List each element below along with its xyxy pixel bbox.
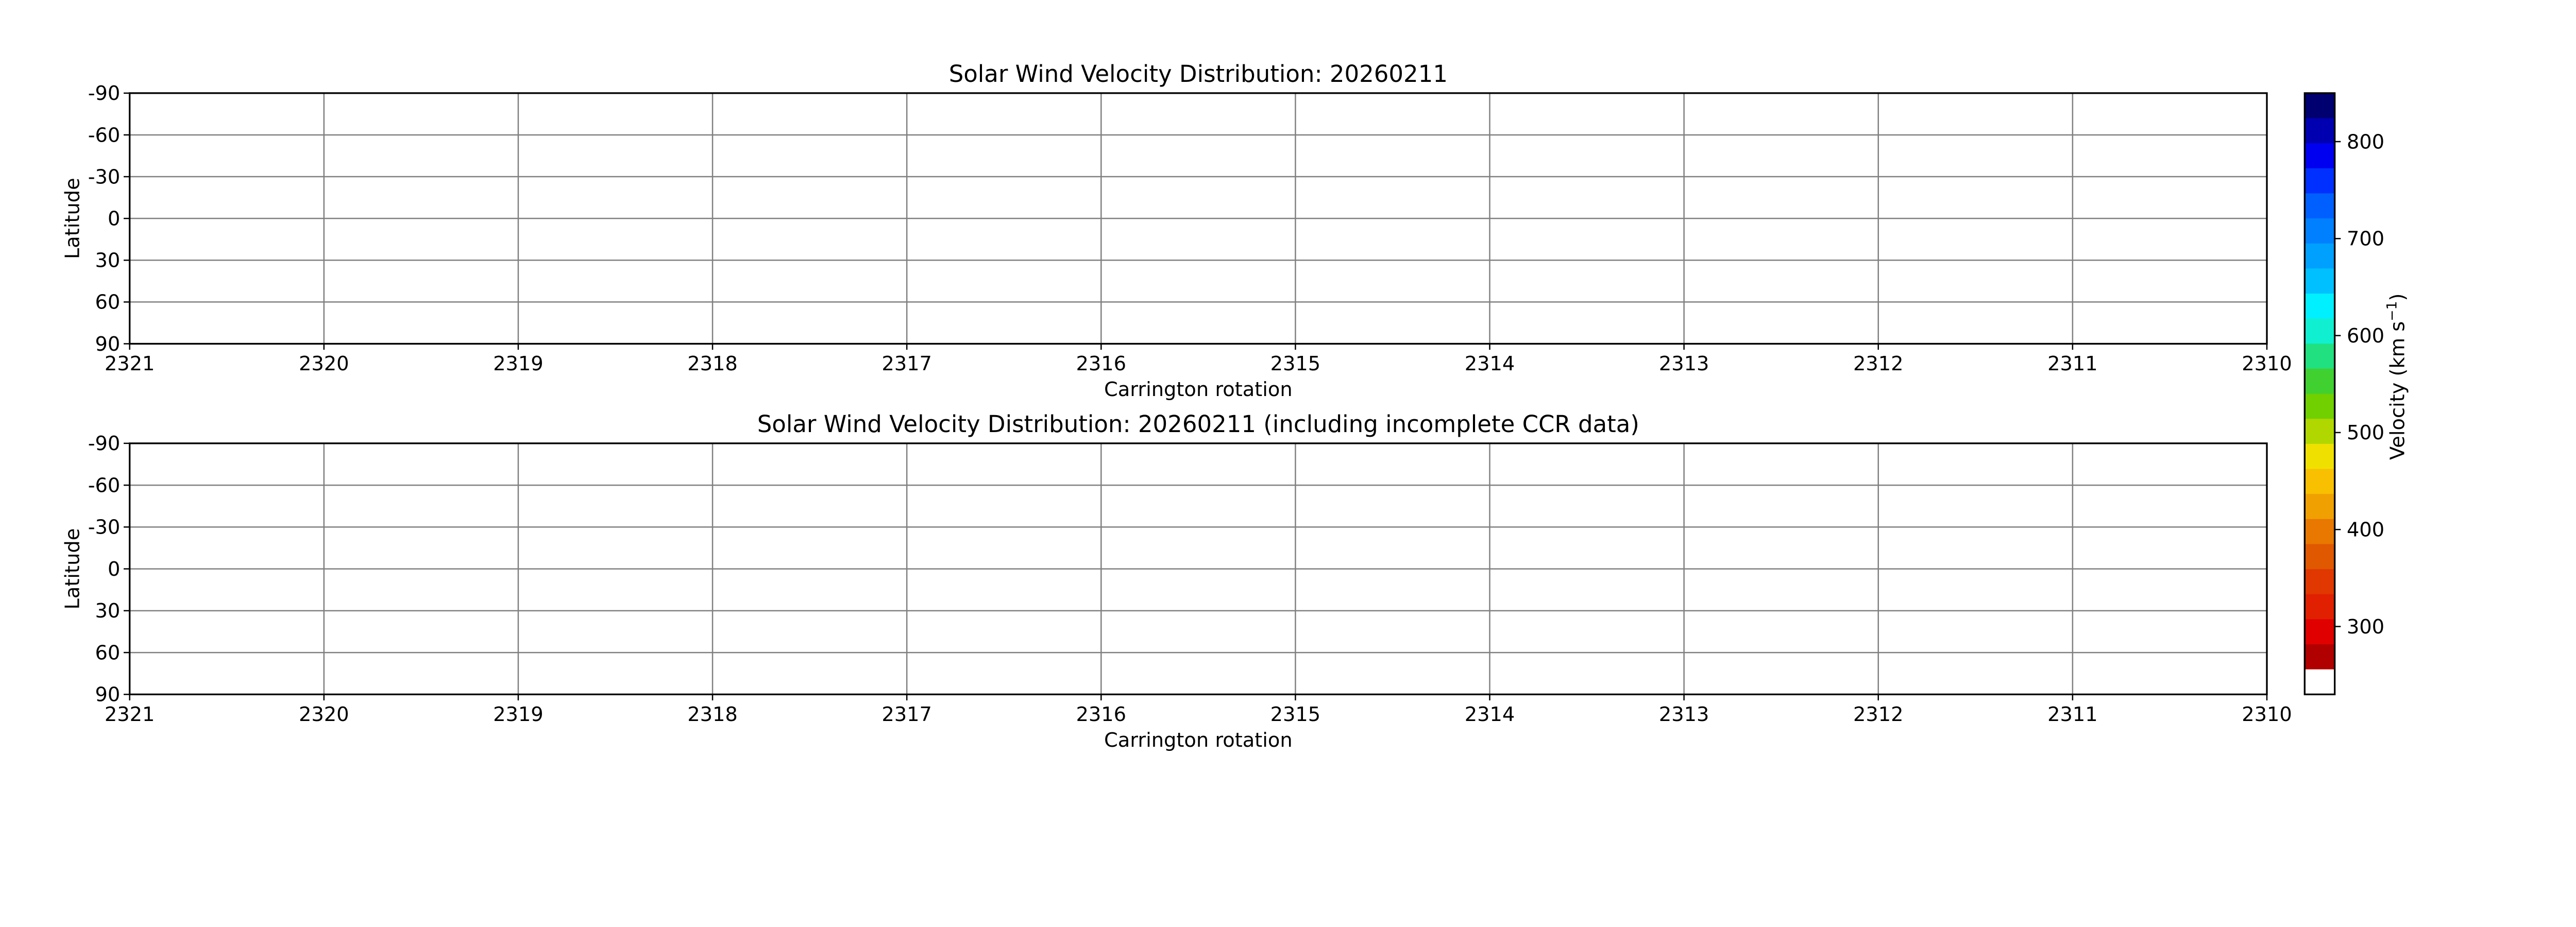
colorbar-band <box>2304 419 2335 444</box>
x-axis-label: Carrington rotation <box>1104 729 1293 752</box>
plot-frame <box>129 92 2268 345</box>
y-tick-label: 30 <box>95 249 121 272</box>
colorbar-frame <box>2303 92 2336 695</box>
colorbar-band <box>2304 519 2335 544</box>
x-tick-label: 2317 <box>882 352 932 375</box>
colorbar-tick-label: 800 <box>2347 130 2384 153</box>
y-tick-label: -90 <box>88 82 121 105</box>
y-tick-label: -30 <box>88 516 121 539</box>
colorbar-band <box>2304 268 2335 294</box>
colorbar-label-text: Velocity (km s <box>2386 321 2410 460</box>
x-tick-label: 2320 <box>299 352 349 375</box>
x-tick-label: 2313 <box>1659 352 1709 375</box>
x-tick-label: 2313 <box>1659 703 1709 726</box>
y-tick-label: -90 <box>88 432 121 455</box>
y-tick-label: 60 <box>95 641 121 664</box>
colorbar-band <box>2304 644 2335 670</box>
x-tick-label: 2318 <box>687 703 738 726</box>
colorbar-tick-label: 600 <box>2347 324 2384 348</box>
y-tick-label: 60 <box>95 291 121 314</box>
colorbar-label-end: ) <box>2386 294 2410 301</box>
colorbar-band <box>2304 243 2335 269</box>
colorbar-band <box>2304 443 2335 469</box>
colorbar-band <box>2304 294 2335 319</box>
y-tick-label: -60 <box>88 124 121 147</box>
x-tick-label: 2311 <box>2047 352 2098 375</box>
x-tick-label: 2319 <box>493 352 544 375</box>
x-tick-label: 2318 <box>687 352 738 375</box>
x-tick-label: 2321 <box>105 352 155 375</box>
x-tick-label: 2321 <box>105 703 155 726</box>
colorbar-tick-label: 500 <box>2347 421 2384 444</box>
y-axis-label: Latitude <box>61 178 84 259</box>
x-tick-label: 2311 <box>2047 703 2098 726</box>
colorbar-label: Velocity (km s−1) <box>2384 294 2410 460</box>
x-tick-label: 2310 <box>2242 352 2292 375</box>
colorbar-band <box>2304 569 2335 595</box>
x-tick-label: 2319 <box>493 703 544 726</box>
colorbar-label-superscript: −1 <box>2384 301 2400 321</box>
colorbar-band <box>2304 168 2335 194</box>
y-tick-label: 0 <box>108 558 120 581</box>
colorbar-band <box>2304 594 2335 620</box>
y-axis-label: Latitude <box>61 528 84 610</box>
chart-title: Solar Wind Velocity Distribution: 202602… <box>757 410 1639 438</box>
colorbar-band <box>2304 619 2335 645</box>
y-tick-label: 90 <box>95 683 121 707</box>
x-tick-label: 2316 <box>1076 352 1126 375</box>
x-tick-label: 2320 <box>299 703 349 726</box>
x-tick-label: 2314 <box>1465 703 1515 726</box>
y-tick-label: -30 <box>88 165 121 188</box>
x-tick-label: 2317 <box>882 703 932 726</box>
colorbar-tick-label: 300 <box>2347 615 2384 639</box>
colorbar-band <box>2304 218 2335 244</box>
colorbar-band <box>2304 544 2335 570</box>
colorbar-band <box>2304 118 2335 144</box>
colorbar-tick-label: 400 <box>2347 519 2384 542</box>
y-tick-label: 0 <box>108 208 120 231</box>
x-tick-label: 2310 <box>2242 703 2292 726</box>
chart-title: Solar Wind Velocity Distribution: 202602… <box>949 60 1448 88</box>
colorbar-band <box>2304 143 2335 169</box>
y-tick-label: 30 <box>95 599 121 623</box>
y-tick-label: -60 <box>88 474 121 497</box>
x-tick-label: 2315 <box>1270 703 1321 726</box>
colorbar-under-band <box>2304 669 2335 695</box>
plot-frame <box>129 442 2268 696</box>
x-axis-label: Carrington rotation <box>1104 378 1293 401</box>
colorbar-band <box>2304 344 2335 369</box>
x-tick-label: 2312 <box>1853 703 1904 726</box>
colorbar-band <box>2304 193 2335 219</box>
colorbar-band <box>2304 494 2335 520</box>
colorbar-tick-label: 700 <box>2347 228 2384 251</box>
colorbar-band <box>2304 318 2335 344</box>
colorbar-band <box>2304 469 2335 494</box>
colorbar-band <box>2304 368 2335 394</box>
colorbar-band <box>2304 93 2335 118</box>
x-tick-label: 2315 <box>1270 352 1321 375</box>
x-tick-label: 2314 <box>1465 352 1515 375</box>
colorbar-band <box>2304 393 2335 419</box>
x-tick-label: 2316 <box>1076 703 1126 726</box>
x-tick-label: 2312 <box>1853 352 1904 375</box>
y-tick-label: 90 <box>95 333 121 356</box>
colorbar: 300 400 500 600 700 800 Velocity (km s−1) <box>2303 92 2410 695</box>
